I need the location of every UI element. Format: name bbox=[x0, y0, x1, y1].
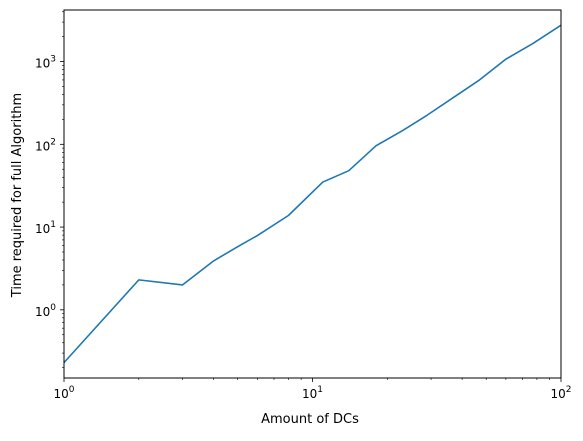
y-axis-label: Time required for full Algorithm bbox=[10, 93, 25, 298]
x-axis-label: Amount of DCs bbox=[261, 412, 359, 427]
